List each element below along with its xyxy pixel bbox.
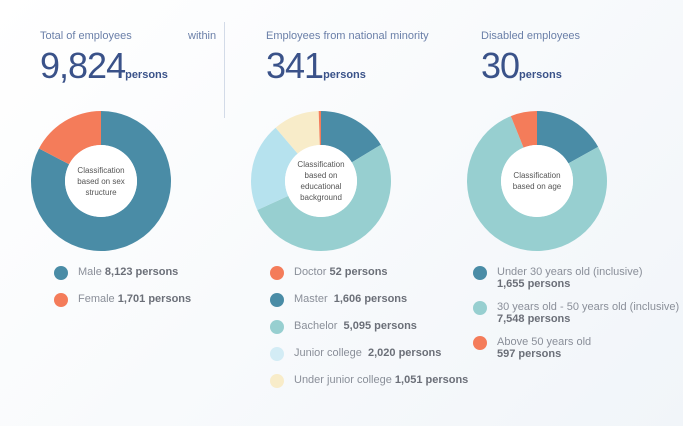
legend-value: 5,095 persons <box>343 320 417 332</box>
legend-under-junior-college: Under junior college 1,051 persons <box>270 374 468 388</box>
legend-dot <box>270 293 284 307</box>
minority-unit: persons <box>323 69 366 81</box>
legend-value: 7,548 persons <box>497 313 571 325</box>
donut-slice-male <box>30 111 172 252</box>
minority-stat: 341persons <box>266 48 366 84</box>
legend-30-50: 30 years old - 50 years old (inclusive) 7… <box>473 301 679 325</box>
legend-dot <box>54 266 68 280</box>
donut-hole <box>285 145 357 217</box>
legend-junior-college: Junior college 2,020 persons <box>270 347 441 361</box>
legend-label: Junior college <box>294 347 362 359</box>
legend-bachelor: Bachelor 5,095 persons <box>270 320 417 334</box>
legend-female: Female 1,701 persons <box>54 293 191 307</box>
legend-label: Male <box>78 266 102 278</box>
legend-value: 1,655 persons <box>497 278 571 290</box>
minority-title: Employees from national minority <box>266 30 429 42</box>
legend-label: Master <box>294 293 328 305</box>
legend-dot <box>54 293 68 307</box>
disabled-unit: persons <box>519 69 562 81</box>
legend-value: 1,606 persons <box>333 293 408 305</box>
age-center-label: Classification based on age <box>512 171 562 191</box>
legend-label: Under junior college <box>294 374 392 386</box>
divider <box>224 22 225 118</box>
donut-slice-master <box>321 111 381 163</box>
minority-value: 341 <box>266 45 324 86</box>
donut-slice-female <box>39 111 101 165</box>
total-value: 9,824 <box>40 45 126 86</box>
donut-slice-30-years-old-50-years-old-inclusive- <box>467 116 607 251</box>
education-center-label: Classification based on educational back… <box>297 160 345 202</box>
legend-above-50: Above 50 years old 597 persons <box>473 336 591 360</box>
legend-label: Female <box>78 293 115 305</box>
donut-slice-doctor <box>318 111 321 146</box>
legend-under-30: Under 30 years old (inclusive) 1,655 pers… <box>473 266 643 290</box>
donut-slice-above-50-years-old <box>510 111 537 148</box>
legend-dot <box>270 347 284 361</box>
legend-value: 2,020 persons <box>368 347 442 359</box>
legend-value: 52 persons <box>329 266 388 278</box>
legend-dot <box>270 266 284 280</box>
legend-value: 1,701 persons <box>117 293 192 305</box>
legend-label: Bachelor <box>294 320 338 332</box>
legend-dot <box>270 374 284 388</box>
legend-dot <box>473 301 487 315</box>
donut-slice-under-30-years-old-inclusive- <box>537 111 599 164</box>
total-stat: 9,824persons <box>40 48 168 84</box>
legend-value: 1,051 persons <box>394 374 469 386</box>
legend-label: Under 30 years old (inclusive) <box>497 266 643 278</box>
legend-dot <box>473 266 487 280</box>
within-label: within <box>188 30 217 42</box>
legend-value: 597 persons <box>497 348 562 360</box>
legend-dot <box>473 336 487 350</box>
legend-male: Male 8,123 persons <box>54 266 178 280</box>
legend-doctor: Doctor 52 persons <box>270 266 388 280</box>
donut-hole <box>65 145 137 217</box>
donut-slice-bachelor <box>257 144 391 251</box>
disabled-title: Disabled employees <box>481 30 581 42</box>
legend-master: Master 1,606 persons <box>270 293 407 307</box>
total-unit: persons <box>125 69 168 81</box>
disabled-stat: 30persons <box>481 48 562 84</box>
donut-hole <box>501 145 573 217</box>
legend-value: 8,123 persons <box>104 266 179 278</box>
sex-center-label: Classification based on sex structure <box>77 166 125 197</box>
total-title: Total of employees <box>40 30 132 42</box>
legend-label: Above 50 years old <box>497 336 592 348</box>
legend-label: Doctor <box>294 266 327 278</box>
disabled-value: 30 <box>481 45 520 86</box>
donut-slice-under-junior-college <box>275 111 320 154</box>
legend-dot <box>270 320 284 334</box>
legend-label: 30 years old - 50 years old (inclusive) <box>497 301 680 313</box>
